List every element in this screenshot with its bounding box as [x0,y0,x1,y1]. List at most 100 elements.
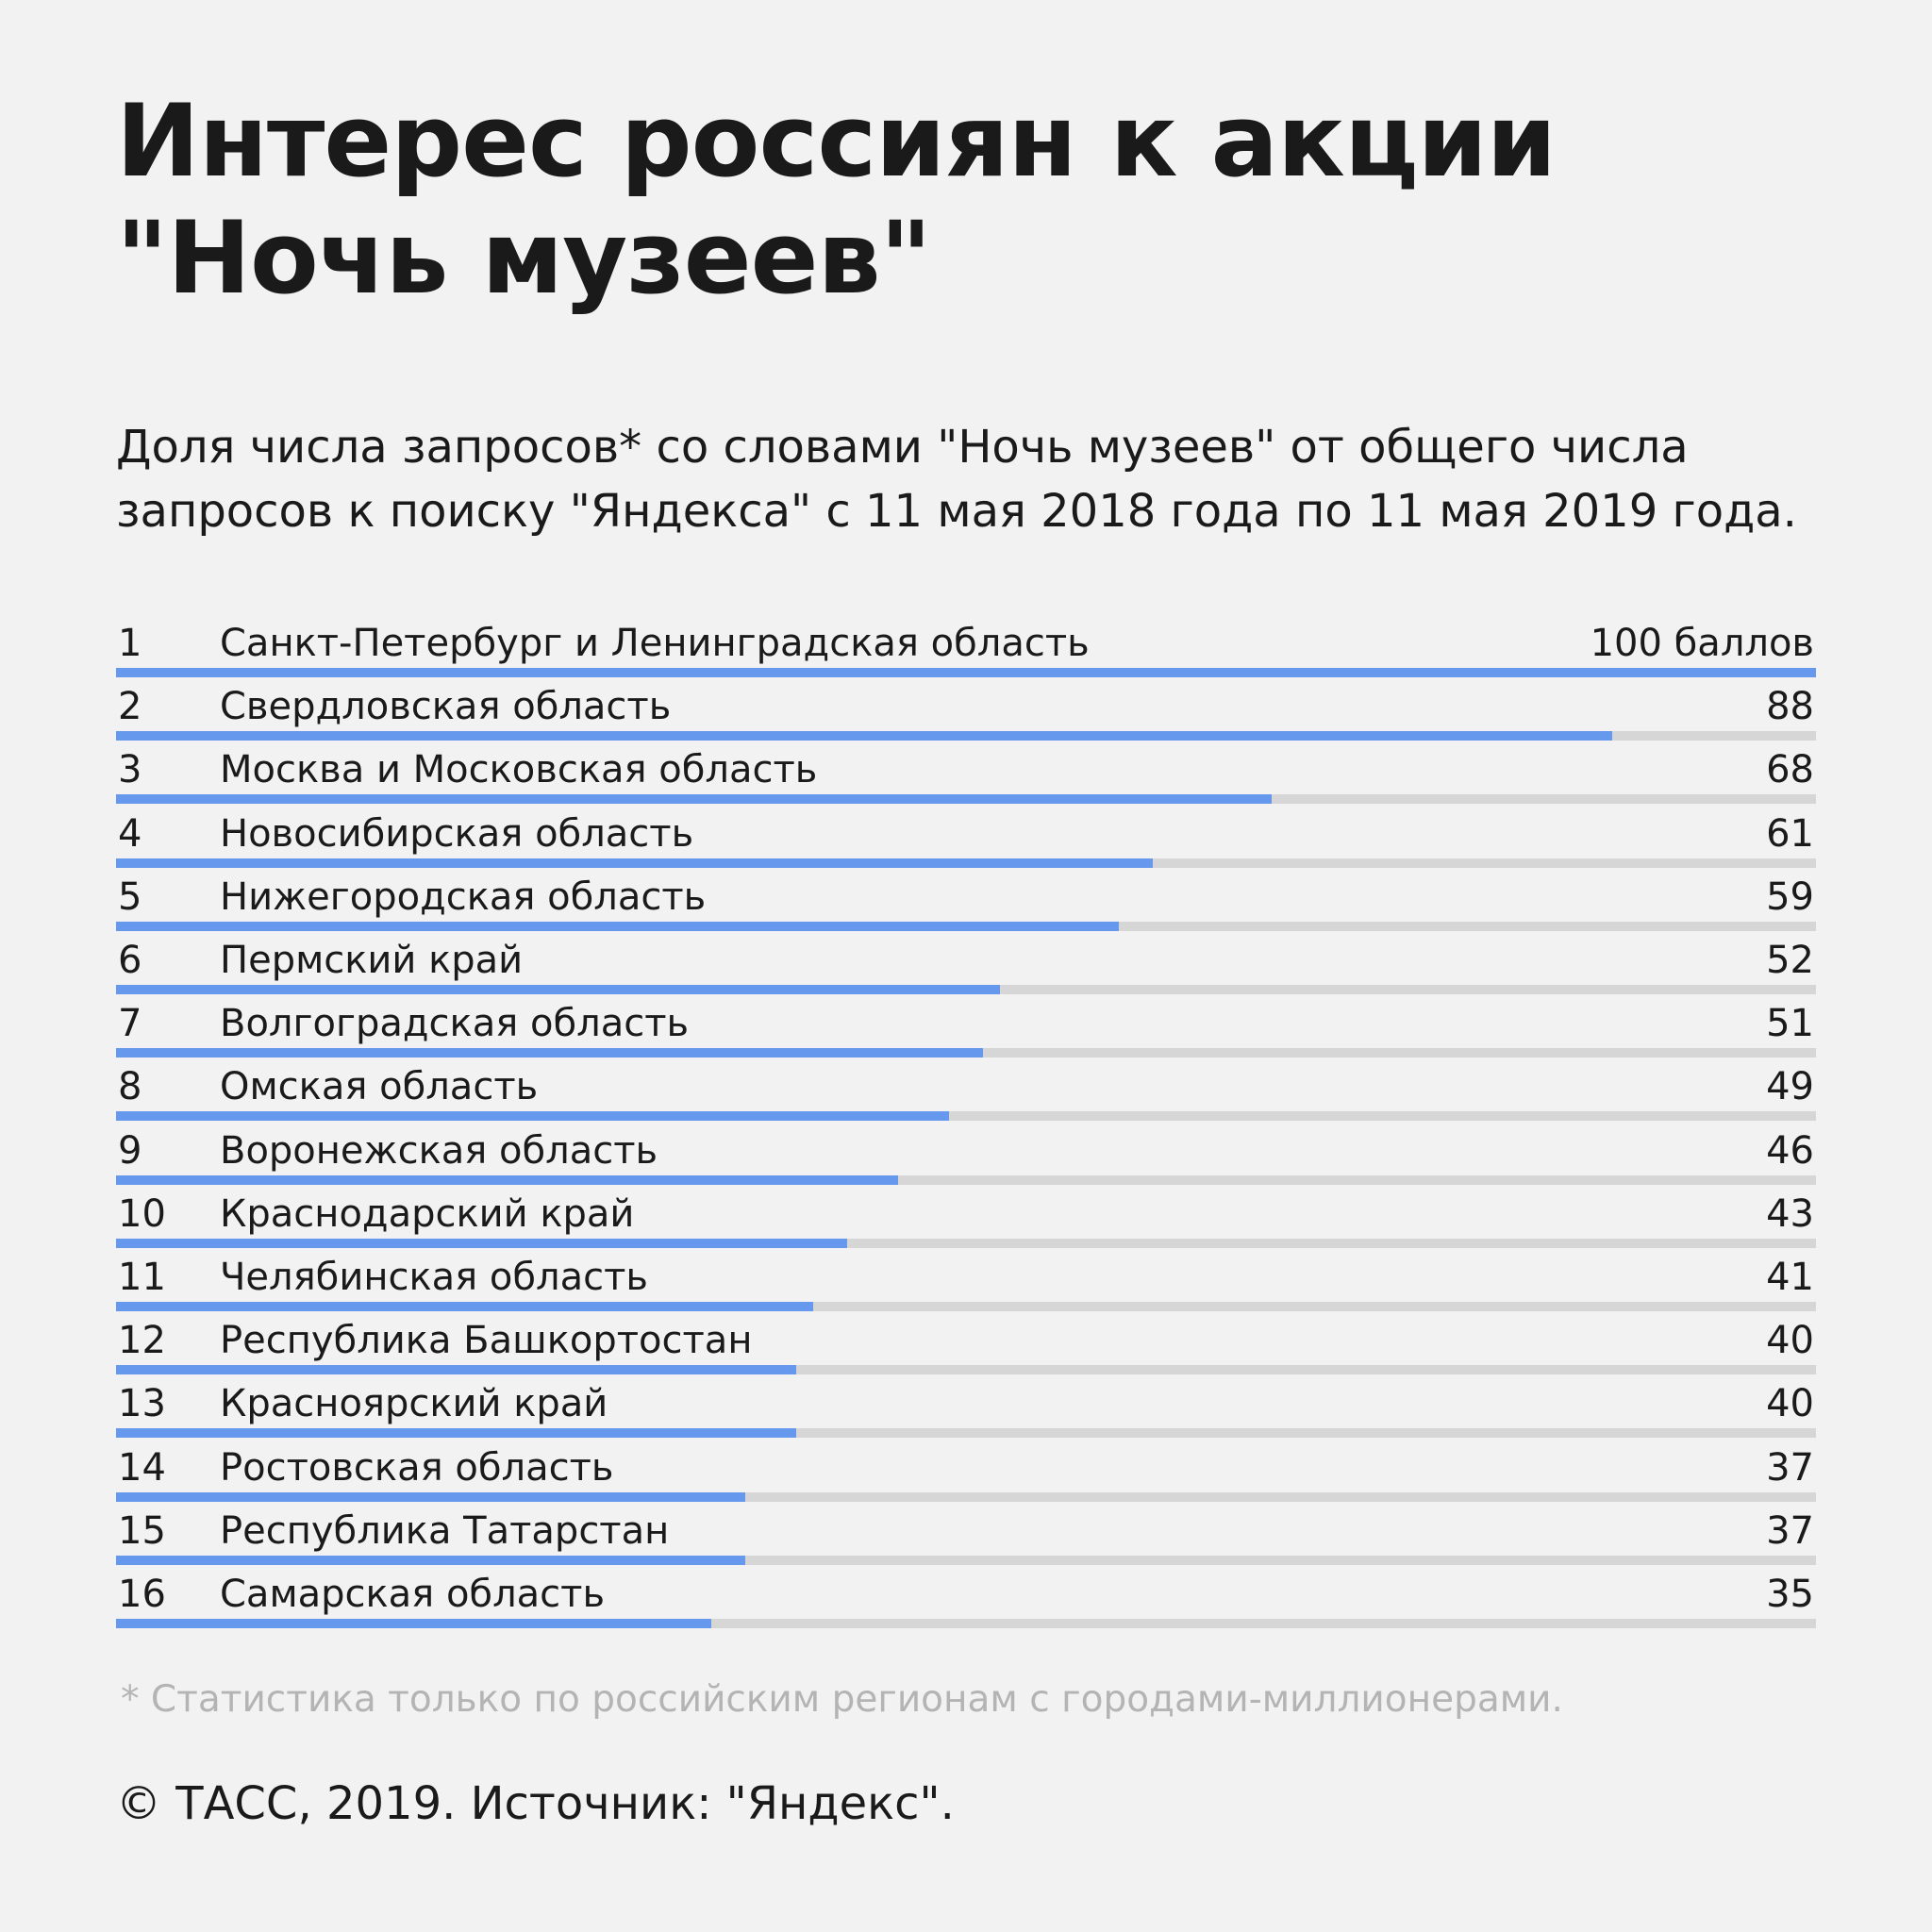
bar [116,921,1120,931]
rank-label: 1 [118,622,142,665]
value-label: 40 [1766,1319,1814,1363]
value-label: 52 [1766,939,1814,982]
bar-row-10: 10 Краснодарский край 43 [116,1188,1816,1251]
rank-label: 3 [118,748,142,792]
category-label: Самарская область [220,1573,606,1616]
bar-track [116,1428,1816,1439]
category-label: Ростовская область [220,1445,614,1490]
rank-label: 9 [118,1128,142,1173]
rank-label: 5 [118,874,142,919]
rank-label: 13 [118,1382,166,1426]
bar [116,985,1001,994]
category-label: Москва и Московская область [220,748,818,792]
bar-track [116,1238,1816,1248]
bar-track [116,1365,1816,1375]
rank-label: 7 [118,1002,142,1046]
category-label: Омская область [220,1065,539,1109]
bar-track [116,1048,1816,1058]
rank-label: 6 [118,939,142,982]
bar-row-8: 8 Омская область 49 [116,1060,1816,1124]
bar-chart: 1 Санкт-Петербург и Ленинградская область… [116,617,1816,1636]
bar-track [116,1302,1816,1311]
bar-row-4: 4 Новосибирская область 61 [116,808,1816,871]
bar [116,1491,745,1502]
value-label: 40 [1766,1382,1814,1426]
category-label: Нижегородская область [220,874,707,919]
bar-track [116,1619,1816,1628]
value-label: 43 [1766,1191,1814,1236]
rank-label: 16 [118,1573,166,1616]
bar-row-14: 14 Ростовская область 37 [116,1441,1816,1505]
bar [116,668,1816,677]
category-label: Волгоградская область [220,1002,690,1046]
category-label: Красноярский край [220,1382,608,1426]
footnote: * Статистика только по российским регион… [121,1678,1563,1721]
bar-row-16: 16 Самарская область 35 [116,1568,1816,1631]
value-label: 68 [1766,748,1814,792]
category-label: Воронежская область [220,1128,658,1173]
value-label: 46 [1766,1128,1814,1173]
rank-label: 15 [118,1508,166,1553]
rank-label: 12 [118,1319,166,1363]
bar [116,1428,796,1439]
value-label: 100 баллов [1590,622,1814,665]
bar [116,1619,711,1628]
rank-label: 11 [118,1256,166,1299]
bar-track [116,1174,1816,1185]
bar-track [116,1111,1816,1122]
bar-row-12: 12 Республика Башкортостан 40 [116,1314,1816,1377]
bar-row-9: 9 Воронежская область 46 [116,1124,1816,1188]
value-label: 51 [1766,1002,1814,1046]
bar [116,1555,745,1565]
category-label: Санкт-Петербург и Ленинградская область [220,622,1090,665]
bar-row-3: 3 Москва и Московская область 68 [116,743,1816,807]
bar [116,858,1154,868]
rank-label: 14 [118,1445,166,1490]
value-label: 37 [1766,1445,1814,1490]
chart-title: Интерес россиян к акции "Ночь музеев" [116,83,1814,317]
value-label: 61 [1766,811,1814,856]
bar-track [116,794,1816,805]
bar-track [116,858,1816,868]
bar-track [116,668,1816,677]
rank-label: 2 [118,685,142,729]
source-credit: © ТАСС, 2019. Источник: "Яндекс". [116,1777,955,1830]
rank-label: 8 [118,1065,142,1109]
category-label: Свердловская область [220,685,672,729]
bar-row-7: 7 Волгоградская область 51 [116,997,1816,1060]
bar [116,1238,847,1248]
category-label: Республика Башкортостан [220,1319,753,1363]
value-label: 37 [1766,1508,1814,1553]
subtitle-line-1: Доля числа запросов* со словами "Ночь му… [116,421,1689,474]
bar-track [116,1491,1816,1502]
bar [116,1302,813,1311]
category-label: Пермский край [220,939,524,982]
bar-row-5: 5 Нижегородская область 59 [116,871,1816,934]
value-label: 35 [1766,1573,1814,1616]
value-label: 49 [1766,1065,1814,1109]
title-line-2: "Ночь музеев" [116,200,932,316]
bar [116,1174,898,1185]
value-label: 88 [1766,685,1814,729]
category-label: Краснодарский край [220,1191,635,1236]
chart-subtitle: Доля числа запросов* со словами "Ночь му… [116,415,1814,543]
bar-track [116,731,1816,741]
bar [116,731,1612,741]
subtitle-line-2: запросов к поиску "Яндекса" с 11 мая 201… [116,485,1797,538]
value-label: 41 [1766,1256,1814,1299]
value-label: 59 [1766,874,1814,919]
bar-row-13: 13 Красноярский край 40 [116,1377,1816,1441]
bar-track [116,921,1816,931]
rank-label: 4 [118,811,142,856]
bar-row-6: 6 Пермский край 52 [116,934,1816,997]
bar [116,1111,949,1122]
bar-track [116,985,1816,994]
bar-row-11: 11 Челябинская область 41 [116,1251,1816,1314]
bar [116,1048,984,1058]
bar-row-1: 1 Санкт-Петербург и Ленинградская область… [116,617,1816,680]
bar [116,1365,796,1375]
bar-track [116,1555,1816,1565]
bar-row-2: 2 Свердловская область 88 [116,680,1816,743]
category-label: Челябинская область [220,1256,649,1299]
bar [116,794,1273,805]
